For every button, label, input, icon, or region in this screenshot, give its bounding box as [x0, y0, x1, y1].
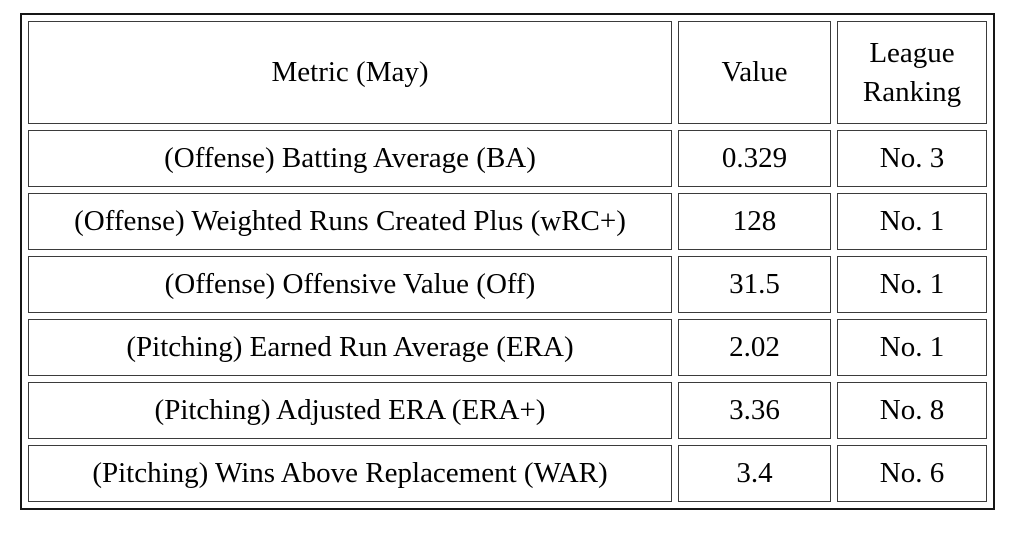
- ranking-cell: No. 1: [837, 193, 987, 250]
- table-row: (Offense) Offensive Value (Off) 31.5 No.…: [28, 256, 987, 313]
- value-cell: 3.4: [678, 445, 831, 502]
- value-cell: 31.5: [678, 256, 831, 313]
- ranking-cell: No. 6: [837, 445, 987, 502]
- value-cell: 128: [678, 193, 831, 250]
- table-row: (Pitching) Wins Above Replacement (WAR) …: [28, 445, 987, 502]
- ranking-cell: No. 3: [837, 130, 987, 187]
- metrics-table-container: Metric (May) Value League Ranking (Offen…: [20, 13, 995, 510]
- column-header-ranking: League Ranking: [837, 21, 987, 124]
- ranking-cell: No. 8: [837, 382, 987, 439]
- column-header-metric: Metric (May): [28, 21, 672, 124]
- value-cell: 0.329: [678, 130, 831, 187]
- table-row: (Offense) Weighted Runs Created Plus (wR…: [28, 193, 987, 250]
- table-row: (Offense) Batting Average (BA) 0.329 No.…: [28, 130, 987, 187]
- metric-cell: (Offense) Weighted Runs Created Plus (wR…: [28, 193, 672, 250]
- table-header-row: Metric (May) Value League Ranking: [28, 21, 987, 124]
- metric-cell: (Pitching) Wins Above Replacement (WAR): [28, 445, 672, 502]
- metric-cell: (Pitching) Earned Run Average (ERA): [28, 319, 672, 376]
- metric-cell: (Offense) Batting Average (BA): [28, 130, 672, 187]
- column-header-value: Value: [678, 21, 831, 124]
- ranking-cell: No. 1: [837, 256, 987, 313]
- metric-cell: (Offense) Offensive Value (Off): [28, 256, 672, 313]
- table-row: (Pitching) Earned Run Average (ERA) 2.02…: [28, 319, 987, 376]
- table-row: (Pitching) Adjusted ERA (ERA+) 3.36 No. …: [28, 382, 987, 439]
- metric-cell: (Pitching) Adjusted ERA (ERA+): [28, 382, 672, 439]
- value-cell: 2.02: [678, 319, 831, 376]
- value-cell: 3.36: [678, 382, 831, 439]
- metrics-table: Metric (May) Value League Ranking (Offen…: [20, 13, 995, 510]
- ranking-cell: No. 1: [837, 319, 987, 376]
